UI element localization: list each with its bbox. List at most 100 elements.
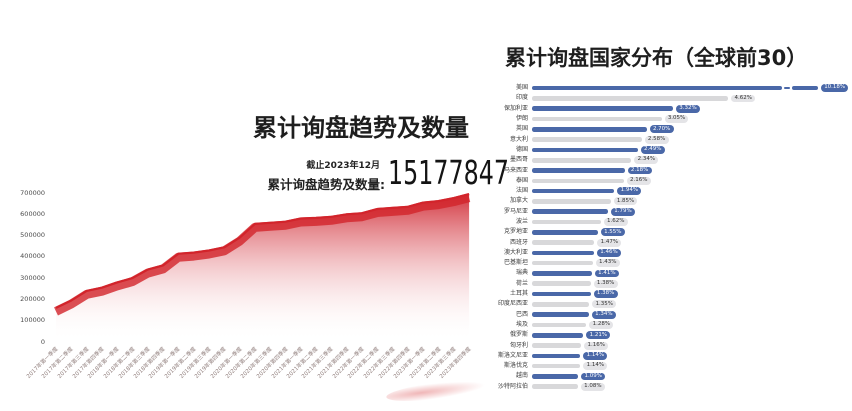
bar-track: 1.09%: [532, 372, 852, 381]
value-badge: 1.43%: [595, 259, 620, 268]
y-axis-label: 500000: [20, 231, 45, 240]
country-label: 印度: [515, 94, 528, 102]
value-badge: 1.08%: [580, 382, 605, 391]
x-axis-label: 2017年第一季度: [25, 346, 60, 380]
bar-track: 2.70%: [532, 125, 852, 134]
country-bar-row: 越南 1.09%: [485, 371, 852, 381]
value-badge: 2.34%: [634, 156, 659, 165]
value-badge: 1.41%: [594, 269, 619, 278]
x-axis-label: 2019年第一季度: [148, 346, 182, 380]
country-bar-row: 保加利亚 3.32%: [485, 104, 852, 114]
decorative-red-swoosh: [385, 376, 487, 406]
country-bar-row: 埃及 1.28%: [485, 320, 852, 330]
country-label: 斯洛伐克: [503, 362, 528, 370]
bar-track: 1.16%: [532, 341, 852, 350]
country-bar-row: 波兰 1.62%: [485, 217, 852, 227]
axis-break: [782, 87, 792, 89]
country-bar: [532, 127, 647, 132]
country-label: 印度尼西亚: [497, 300, 528, 308]
country-label: 俄罗斯: [509, 331, 528, 339]
value-badge: 1.16%: [584, 341, 609, 350]
value-badge: 3.05%: [664, 115, 689, 123]
x-axis-label: 2019年第二季度: [163, 346, 198, 380]
country-bar: [532, 188, 615, 194]
y-axis-label: 600000: [20, 209, 45, 218]
value-badge: 2.49%: [640, 145, 665, 154]
country-bar-row: 加拿大 1.85%: [485, 196, 852, 206]
country-label: 伊朗: [515, 115, 528, 123]
country-bar: [532, 363, 581, 369]
x-axis-label: 2023年第二季度: [408, 346, 443, 380]
country-label: 法国: [515, 187, 528, 195]
value-badge: 1.85%: [613, 197, 638, 206]
x-axis-label: 2017年第二季度: [41, 346, 75, 380]
bar-track: 2.16%: [532, 176, 852, 185]
country-bar: [532, 209, 609, 214]
x-axis-label: 2021年第一季度: [270, 346, 305, 380]
bar-track: 2.49%: [532, 145, 852, 154]
value-badge: 2.16%: [626, 176, 651, 185]
country-label: 意大利: [509, 135, 528, 143]
y-axis-label: 300000: [20, 273, 45, 282]
total-inquiries-value: 15177847: [388, 153, 509, 192]
country-bar-row: 罗马尼亚 1.79%: [485, 207, 852, 217]
trend-line-band: [54, 193, 471, 316]
value-badge: 1.28%: [589, 321, 614, 329]
x-axis-label: 2019年第四季度: [194, 346, 228, 380]
bar-track: 4.62%: [532, 94, 852, 103]
x-axis-label: 2017年第三季度: [56, 346, 91, 380]
x-axis-label: 2022年第二季度: [347, 346, 381, 380]
country-bar: [532, 230, 598, 235]
country-label: 英国: [515, 125, 528, 133]
country-label: 西班牙: [509, 238, 528, 246]
bar-track: 1.38%: [532, 279, 852, 288]
country-bar: [792, 85, 818, 91]
country-bar: [532, 384, 578, 390]
country-label: 保加利亚: [503, 104, 528, 112]
bar-track: 1.85%: [532, 197, 852, 206]
bar-track: 1.21%: [532, 331, 852, 340]
bar-track: 1.41%: [532, 269, 852, 278]
x-axis-label: 2023年第一季度: [393, 346, 427, 380]
value-badge: 3.32%: [676, 104, 700, 113]
y-axis-label: 700000: [20, 188, 45, 197]
country-label: 越南: [515, 372, 528, 380]
country-bar-row: 马来西亚 2.18%: [485, 165, 852, 175]
bar-track: 1.43%: [532, 259, 852, 268]
value-badge: 1.62%: [603, 218, 628, 226]
country-label: 瑞典: [515, 269, 528, 277]
trend-chart-title: 累计询盘趋势及数量: [253, 114, 469, 143]
value-badge: 10.18%: [821, 84, 849, 93]
country-label: 斯洛文尼亚: [497, 351, 528, 359]
country-label: 荷兰: [515, 279, 528, 287]
bar-track: 10.18%: [532, 84, 852, 93]
bar-track: 1.79%: [532, 207, 852, 216]
value-badge: 1.21%: [586, 331, 611, 340]
country-bar: [532, 291, 591, 297]
country-bar: [532, 106, 674, 112]
x-axis-label: 2018年第二季度: [102, 346, 137, 380]
country-bar: [532, 96, 729, 101]
bar-track: 2.18%: [532, 166, 852, 175]
country-bar: [532, 322, 587, 328]
x-axis-label: 2021年第二季度: [286, 346, 320, 380]
country-bar: [532, 240, 595, 245]
country-bar: [532, 147, 638, 153]
value-badge: 1.14%: [583, 362, 608, 371]
value-badge: 1.34%: [591, 310, 616, 319]
country-bar: [532, 353, 581, 359]
country-bar-row: 印度 4.62%: [485, 93, 852, 103]
country-bar: [532, 271, 592, 276]
country-label: 泰国: [515, 176, 528, 184]
country-bar-row: 西班牙 1.47%: [485, 237, 852, 247]
bar-track: 2.58%: [532, 135, 852, 144]
country-bar-row: 英国 2.70%: [485, 124, 852, 134]
country-bar-row: 法国 1.94%: [485, 186, 852, 196]
country-bar-row: 沙特阿拉伯 1.08%: [485, 382, 852, 392]
x-axis-label: 2020年第一季度: [209, 346, 244, 380]
value-badge: 1.35%: [592, 300, 617, 309]
country-bar: [532, 178, 624, 184]
country-bar-row: 墨西哥 2.34%: [485, 155, 852, 165]
country-bar: [532, 260, 593, 266]
